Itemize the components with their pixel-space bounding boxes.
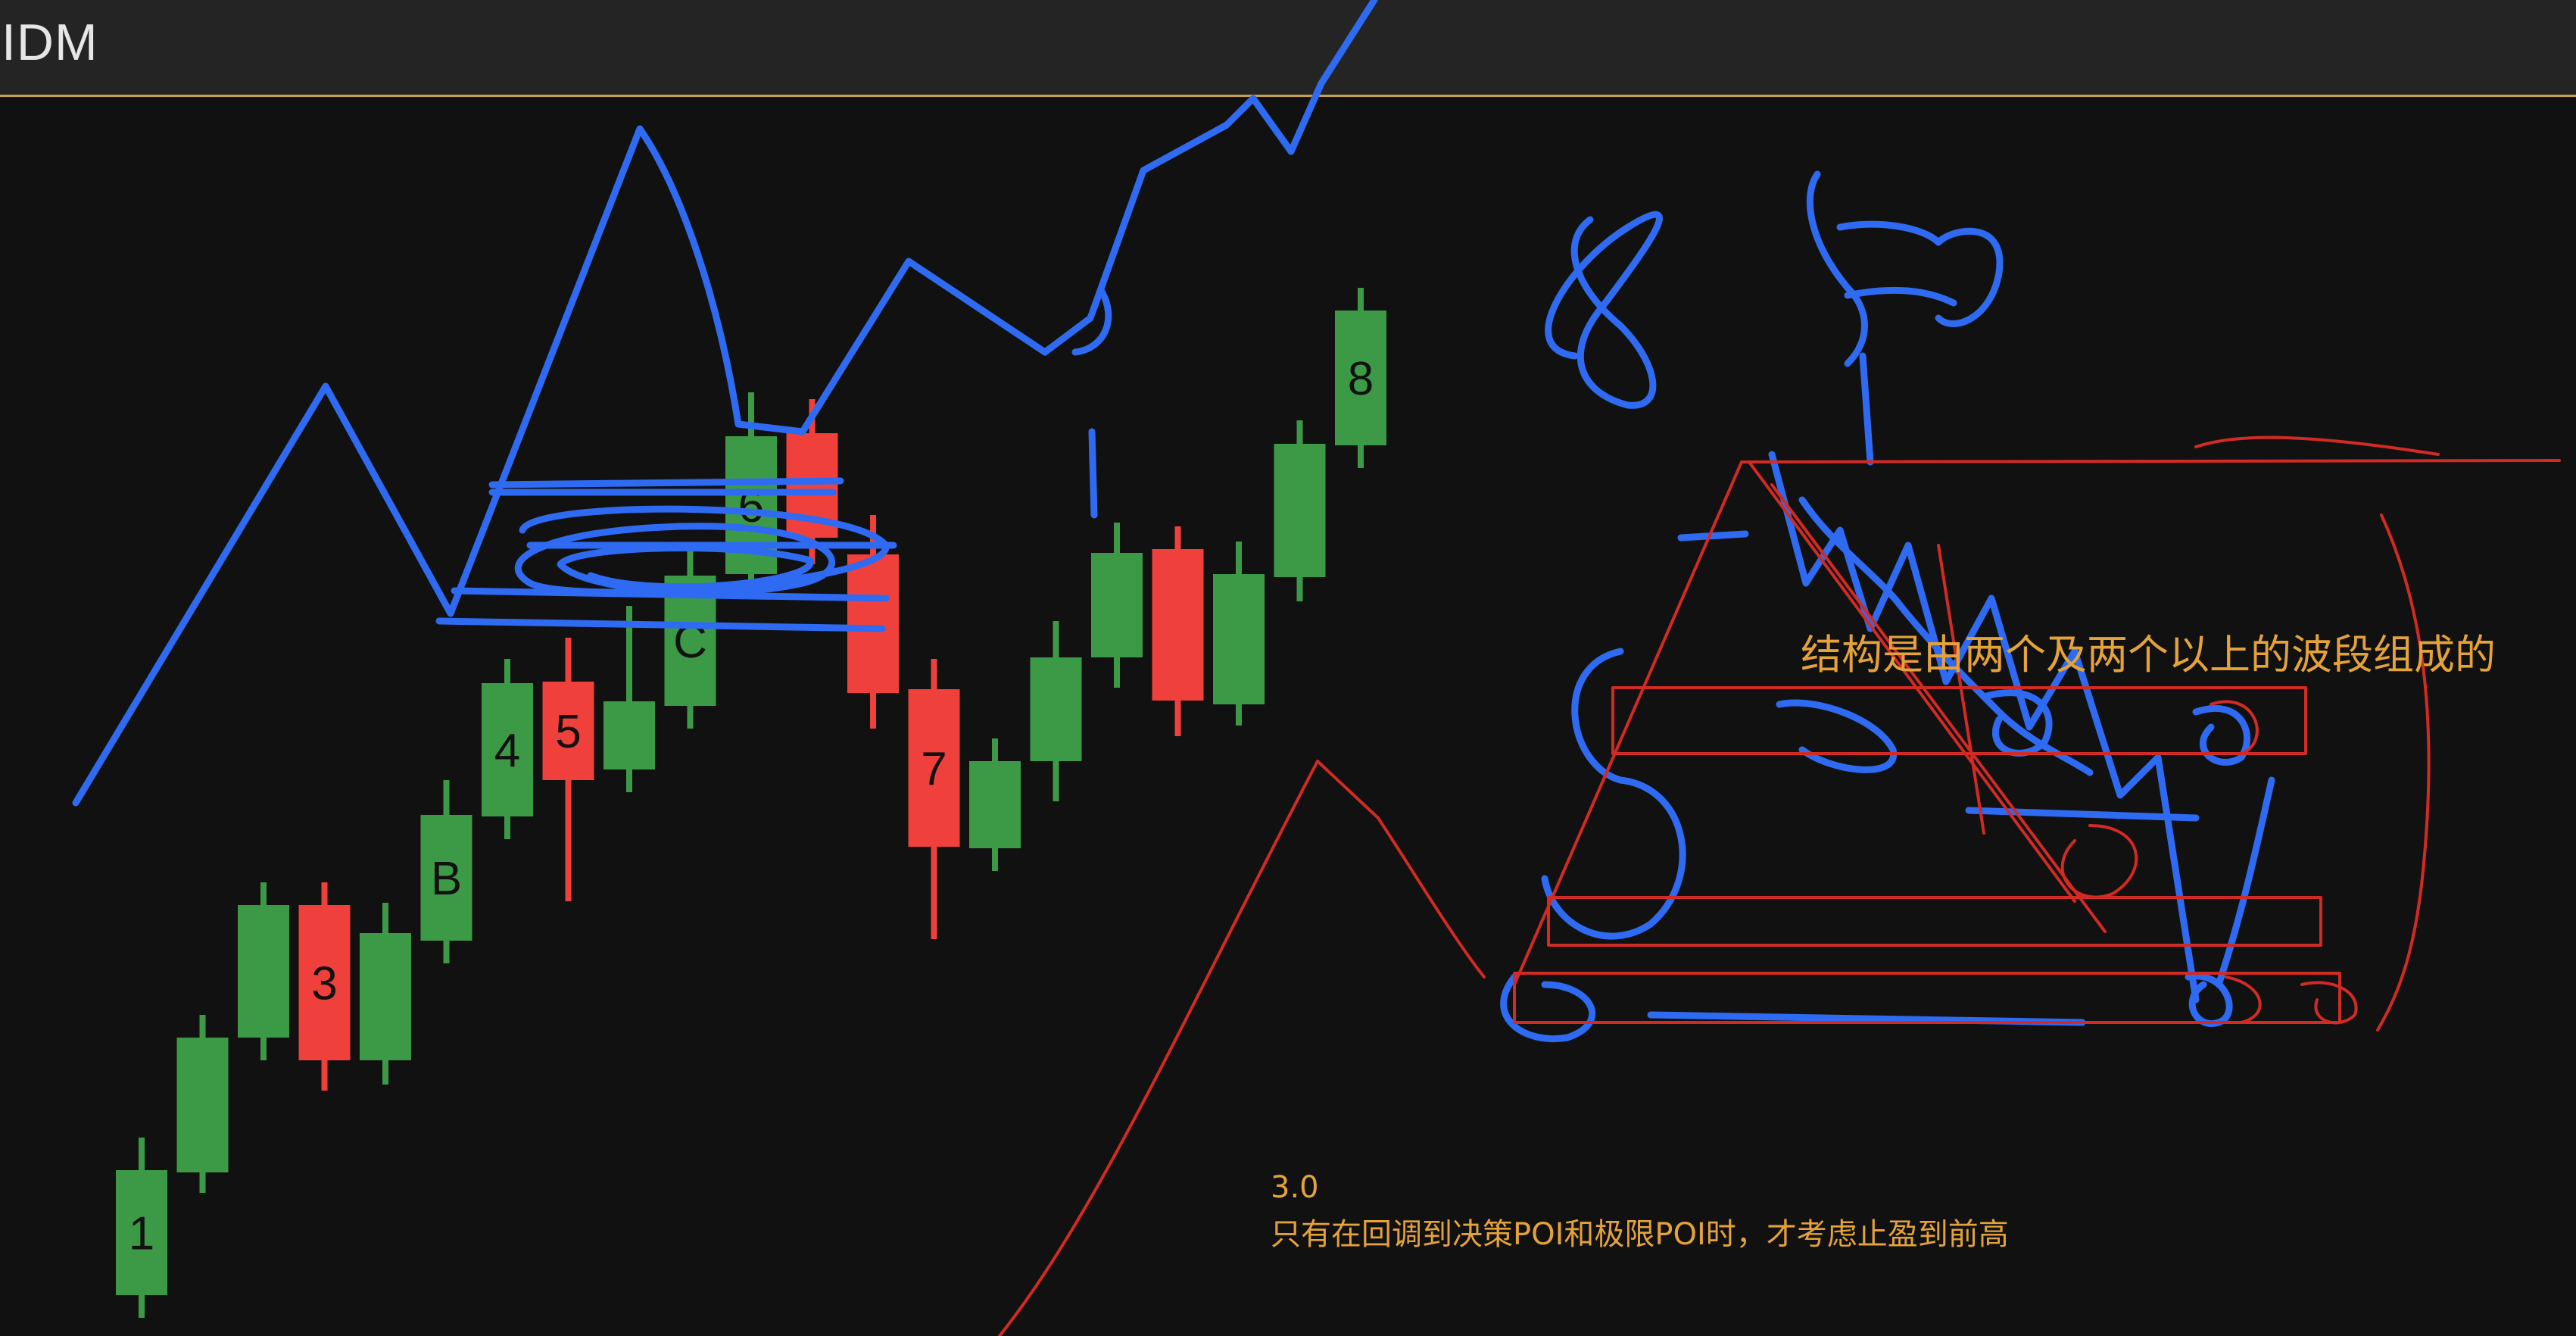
- red-right-bracket: [2376, 513, 2431, 1032]
- blue-zone-lines: [451, 489, 897, 602]
- red-top-mark: [2194, 435, 2440, 456]
- red-trapezoid: [1513, 459, 2561, 986]
- candle-label: 5: [555, 706, 581, 758]
- candle-body: [1091, 553, 1143, 657]
- candle-body: [603, 701, 655, 769]
- candle-body: [969, 761, 1021, 848]
- blue-tick-mark: [1071, 288, 1112, 356]
- red-annotations: [998, 435, 2561, 1336]
- note-version: 3.0: [1271, 1170, 1319, 1205]
- candle-body: [360, 933, 411, 1060]
- blue-wave-loops: [1776, 689, 2250, 773]
- red-diagonal-lines: [1748, 460, 2107, 933]
- red-wave-path: [998, 760, 1486, 1336]
- candle-label: B: [431, 853, 462, 905]
- candle-label: 4: [494, 725, 520, 777]
- blue-digit-5: [1541, 648, 1686, 940]
- blue-zigzag-path: [72, 0, 1378, 807]
- candle-body: [908, 689, 960, 847]
- red-loops: [2060, 700, 2358, 1025]
- candle-body: [298, 905, 351, 1060]
- candle-body: [1335, 311, 1386, 445]
- candle-label: 8: [1348, 353, 1374, 405]
- candle-body: [1213, 574, 1265, 704]
- blue-vertical-tick: [1088, 428, 1098, 519]
- candle-body: [482, 683, 533, 816]
- note-poi: 只有在回调到决策POI和极限POI时，才考虑止盈到前高: [1271, 1217, 2009, 1252]
- candle-body: [1274, 444, 1326, 577]
- red-box-2: [1547, 896, 2322, 947]
- blue-number-scribble: [1806, 170, 2004, 466]
- candle-label: 1: [129, 1208, 154, 1260]
- candle-body: [420, 815, 472, 941]
- candle-body: [176, 1038, 229, 1172]
- blue-annotations: [72, 0, 2275, 1042]
- top-bar: IDM: [0, 0, 2576, 97]
- blue-bottom-loops: [1500, 776, 2275, 1042]
- note-structure: 结构是由两个及两个以上的波段组成的: [1801, 631, 2496, 679]
- candle-body: [238, 905, 289, 1038]
- candle-label: 7: [921, 743, 947, 795]
- candle-label: 3: [311, 958, 337, 1010]
- blue-tiny-dash: [1677, 530, 1749, 542]
- candle-body: [116, 1170, 167, 1295]
- chart-title: IDM: [2, 14, 98, 71]
- candle-body: [1030, 657, 1082, 761]
- blue-digit-8: [1545, 211, 1663, 409]
- candle-body: [542, 682, 594, 780]
- candle-body: [847, 554, 899, 693]
- red-box-1: [1611, 686, 2307, 755]
- candle-body: [1152, 549, 1204, 701]
